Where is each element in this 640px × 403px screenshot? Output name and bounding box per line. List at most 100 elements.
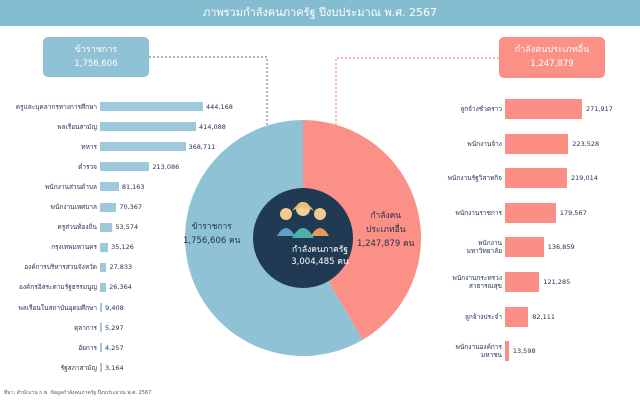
civil-bar <box>100 363 102 373</box>
civil-servant-total-box: ข้าราชการ 1,756,606 <box>43 37 149 77</box>
other-workforce-total-box: กำลังคนประเภทอื่น 1,247,879 <box>499 37 605 78</box>
civil-bar-value: 444,168 <box>206 102 233 111</box>
civil-bar <box>100 182 119 192</box>
civil-bar-label: องค์กรอิสระตามรัฐธรรมนูญ <box>18 283 97 292</box>
civil-bar-label: ตำรวจ <box>78 162 97 171</box>
civil-bar-value: 213,086 <box>152 162 180 171</box>
other-bar-value: 223,528 <box>572 139 600 148</box>
other-bar-label: พนักงานจ้าง <box>467 140 502 148</box>
other-bar-label-line: พนักงานองค์การ <box>455 343 502 352</box>
civil-bar-value: 70,367 <box>119 203 143 211</box>
civil-servant-box-value: 1,756,606 <box>74 59 118 69</box>
civil-servant-box-label: ข้าราชการ <box>74 45 118 55</box>
civil-bar-value: 9,408 <box>105 303 124 312</box>
civil-bar <box>100 282 107 292</box>
civil-bar-label: กรุงเทพมหานคร <box>51 243 97 252</box>
pie-civil-label-value: 1,756,606 คน <box>183 236 241 246</box>
source-note: ที่มา: สำนักงาน ก.พ. ข้อมูลกำลังคนภาครัฐ… <box>4 390 152 396</box>
pie-civil-label-title: ข้าราชการ <box>191 222 232 232</box>
pie-other-label-value: 1,247,879 คน <box>357 239 415 249</box>
other-bar <box>505 272 540 292</box>
other-workforce-box-value: 1,247,879 <box>530 59 574 69</box>
civil-bar-label: ครูส่วนท้องถิ่น <box>57 223 97 232</box>
pie-center-label: กำลังคนภาครัฐ 3,004,485 คน <box>255 244 385 268</box>
civil-bar-value: 26,364 <box>109 283 132 292</box>
pie-civil-label: ข้าราชการ 1,756,606 คน <box>183 220 240 248</box>
civil-bar <box>100 162 150 172</box>
other-bar-label-line: พนักงานจ้าง <box>467 139 502 148</box>
other-bar <box>505 168 568 189</box>
other-bar-value: 13,598 <box>512 347 536 356</box>
civil-bar-label: พลเรือนในสถาบันอุดมศึกษา <box>18 303 97 312</box>
civil-connector-line <box>149 56 268 128</box>
other-bar-label-line: สาธารณสุข <box>468 282 502 290</box>
other-bar-value: 121,285 <box>543 278 571 286</box>
civil-bar-label: ทหาร <box>81 142 97 151</box>
civil-bar-label: ตุลาการ <box>74 323 97 332</box>
other-bar-label-line: พนักงานราชการ <box>455 208 502 217</box>
other-bar-label: ลูกจ้างประจำ <box>465 313 502 321</box>
civil-bar-value: 368,711 <box>188 142 216 151</box>
other-bar-label: ลูกจ้างชั่วคราว <box>460 105 502 113</box>
civil-bar <box>100 242 109 252</box>
other-bar-value: 271,917 <box>586 105 613 113</box>
other-bar-label-line: ลูกจ้างประจำ <box>464 312 502 321</box>
other-bar-label: พนักงานราชการ <box>455 209 502 217</box>
civil-bar-label: พนักงานเทศบาล <box>50 203 97 211</box>
civil-bar-label: อัยการ <box>78 343 97 352</box>
center-title: กำลังคนภาครัฐ <box>291 245 349 255</box>
pie-other-label-line1: กำลังคน <box>370 211 402 221</box>
other-bar <box>505 341 509 362</box>
people-icon <box>277 202 329 238</box>
other-bar-label-line: พนักงาน <box>478 239 502 248</box>
civil-bar <box>100 343 102 353</box>
civil-bar-label: ครูและบุคลากรทางการศึกษา <box>15 102 97 111</box>
civil-bar <box>100 222 113 232</box>
other-bar-label-line: พนักงานกระทรวง <box>452 274 502 282</box>
center-value: 3,004,485 คน <box>291 257 349 267</box>
other-bar-label: พนักงานรัฐวิสาหกิจ <box>448 174 502 182</box>
other-workforce-box-label: กำลังคนประเภทอื่น <box>514 45 590 55</box>
civil-bar-value: 5,297 <box>105 323 124 332</box>
civil-bar <box>100 102 203 111</box>
other-bar-value: 179,567 <box>559 208 587 217</box>
civil-bar-label: องค์การบริหารส่วนจังหวัด <box>24 263 97 272</box>
other-bar-label: พนักงานกระทรวง สาธารณสุข <box>453 274 502 290</box>
other-connector-line <box>335 57 499 128</box>
pie-slice-other-workforce <box>303 120 421 340</box>
pie-other-label-line2: ประเภทอื่น <box>365 225 406 235</box>
civil-bar <box>100 142 186 152</box>
other-bar <box>505 202 556 223</box>
civil-bar-value: 27,833 <box>109 263 133 272</box>
other-bar-value: 219,014 <box>571 174 598 183</box>
other-bar-label: พนักงานองค์การ มหาชน <box>456 343 502 359</box>
other-bar-label-line: พนักงานรัฐวิสาหกิจ <box>447 174 502 183</box>
civil-bar-label: พนักงานส่วนตำบล <box>45 182 97 191</box>
other-bar-value: 82,111 <box>532 312 555 321</box>
civil-bar <box>100 122 197 132</box>
civil-bar-label: พลเรือนสามัญ <box>57 122 97 131</box>
other-bar <box>505 133 569 154</box>
civil-bar <box>100 323 102 333</box>
civil-bar-value: 4,257 <box>105 343 124 352</box>
other-bar-label-line: มหาวิทยาลัย <box>466 247 502 256</box>
civil-bar <box>100 262 107 272</box>
other-bar-label: พนักงาน มหาวิทยาลัย <box>467 239 502 255</box>
other-bar-label-line: มหาชน <box>480 351 502 360</box>
civil-bar-value: 3,164 <box>105 363 124 372</box>
other-bar <box>505 306 529 327</box>
civil-bar-value: 35,126 <box>111 243 134 252</box>
other-bar <box>505 99 582 119</box>
civil-bar-label: รัฐสภาสามัญ <box>60 363 97 372</box>
other-bar-label-line: ลูกจ้างชั่วคราว <box>460 105 502 113</box>
pie-other-label: กำลังคน ประเภทอื่น 1,247,879 คน <box>357 209 414 251</box>
civil-bar-value: 81,163 <box>121 182 145 191</box>
other-bar-value: 136,859 <box>547 243 575 252</box>
civil-bar-value: 414,088 <box>199 122 226 131</box>
civil-bar <box>100 303 103 312</box>
civil-bar <box>100 202 117 212</box>
other-bar <box>505 237 544 258</box>
page-title: ภาพรวมกำลังคนภาครัฐ ปีงบประมาณ พ.ศ. 2567 <box>0 0 640 26</box>
civil-bar-value: 53,574 <box>115 223 139 232</box>
